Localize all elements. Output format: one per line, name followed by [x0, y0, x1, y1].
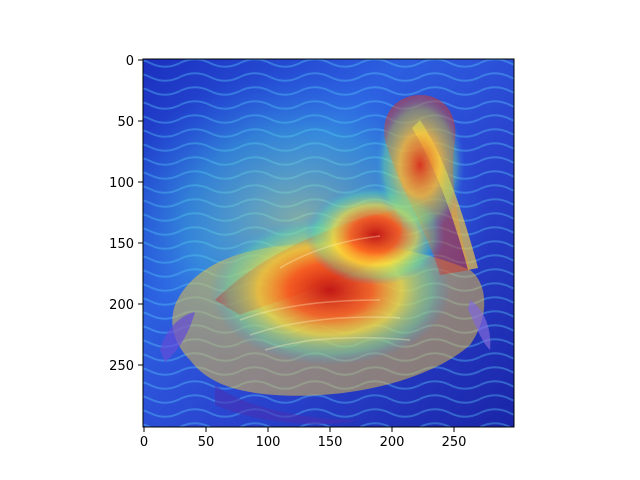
- x-tick-label: 250: [442, 435, 467, 450]
- x-tick-label: 100: [256, 435, 281, 450]
- x-tick-label: 150: [318, 435, 343, 450]
- x-tick-label: 50: [198, 435, 215, 450]
- heatmap-image: [143, 59, 514, 427]
- x-tick-label: 0: [140, 435, 148, 450]
- y-tick-label: 150: [109, 237, 134, 252]
- x-tick-label: 200: [380, 435, 405, 450]
- y-tick-label: 100: [109, 176, 134, 191]
- y-tick-label: 250: [109, 359, 134, 374]
- y-tick-label: 50: [117, 115, 134, 130]
- y-axis: 0 50 100 150 200 250: [109, 54, 143, 374]
- y-tick-label: 0: [126, 54, 134, 69]
- y-tick-label: 200: [109, 298, 134, 313]
- x-axis: 0 50 100 150 200 250: [140, 427, 467, 450]
